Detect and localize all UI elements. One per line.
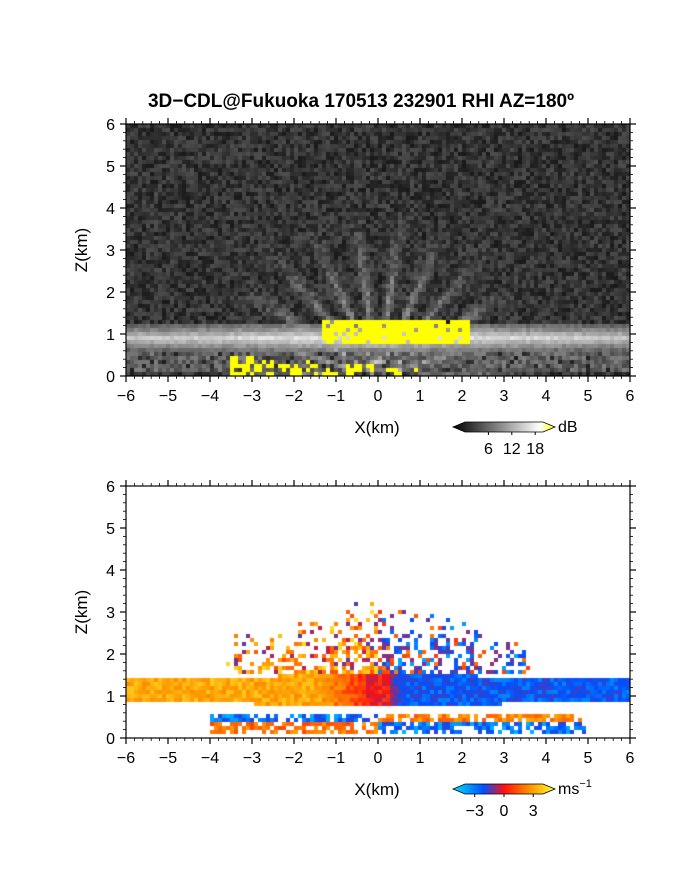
y-tick-label: 0 xyxy=(106,731,115,748)
y-tick-label: 0 xyxy=(106,369,115,386)
x-tick-label: −6 xyxy=(117,388,135,405)
snr-colorbar xyxy=(451,421,557,433)
x-tick-label: 5 xyxy=(584,388,593,405)
snr-heatmap xyxy=(126,124,630,376)
colorbar-tick-label: 12 xyxy=(503,441,521,458)
colorbar-tick-label: 0 xyxy=(500,803,509,820)
colorbar-body xyxy=(451,783,557,795)
y-tick-label: 6 xyxy=(106,117,115,134)
velocity-colorbar-ticks: −3 0 3 xyxy=(466,794,538,820)
velocity-colorbar-unit: ms−1 xyxy=(558,778,592,798)
colorbar-tick-label: −3 xyxy=(466,803,484,820)
x-tick-label: −6 xyxy=(117,750,135,767)
x-tick-label: −5 xyxy=(159,388,177,405)
y-tick-label: 1 xyxy=(106,327,115,344)
x-tick-label: 2 xyxy=(458,750,467,767)
x-tick-label: 2 xyxy=(458,388,467,405)
snr-axis-ticks: −6 −5 −4 −3 −2 −1 0 1 2 3 4 5 6 0 1 2 3 4 5 6 xyxy=(106,117,636,405)
snr-x-axis-label: X(km) xyxy=(354,418,399,437)
x-tick-label: −4 xyxy=(201,750,219,767)
y-tick-label: 4 xyxy=(106,201,115,218)
y-tick-label: 5 xyxy=(106,159,115,176)
colorbar-tick-label: 18 xyxy=(526,441,544,458)
x-tick-label: −5 xyxy=(159,750,177,767)
snr-colorbar-ticks: 6 12 18 xyxy=(484,432,544,458)
x-tick-label: 1 xyxy=(416,388,425,405)
y-tick-label: 5 xyxy=(106,521,115,538)
velocity-unit-base: ms xyxy=(558,781,579,798)
x-tick-label: 4 xyxy=(542,388,551,405)
x-tick-label: −1 xyxy=(327,750,345,767)
snr-y-axis-label: Z(km) xyxy=(72,228,91,272)
x-tick-label: 3 xyxy=(500,388,509,405)
x-tick-label: −4 xyxy=(201,388,219,405)
x-tick-label: 6 xyxy=(626,750,635,767)
x-tick-label: 0 xyxy=(374,750,383,767)
y-tick-label: 2 xyxy=(106,647,115,664)
x-tick-label: 5 xyxy=(584,750,593,767)
colorbar-body xyxy=(451,421,557,433)
y-tick-label: 4 xyxy=(106,563,115,580)
x-tick-label: −1 xyxy=(327,388,345,405)
x-tick-label: −3 xyxy=(243,750,261,767)
colorbar-tick-label: 6 xyxy=(484,441,493,458)
x-tick-label: 3 xyxy=(500,750,509,767)
x-tick-label: 6 xyxy=(626,388,635,405)
velocity-y-axis-label: Z(km) xyxy=(72,590,91,634)
y-tick-label: 6 xyxy=(106,479,115,496)
figure-title: 3D−CDL@Fukuoka 170513 232901 RHI AZ=180º xyxy=(148,91,574,112)
velocity-colorbar xyxy=(451,783,557,795)
x-tick-label: −2 xyxy=(285,388,303,405)
x-tick-label: 1 xyxy=(416,750,425,767)
x-tick-label: 4 xyxy=(542,750,551,767)
velocity-panel: −6 −5 −4 −3 −2 −1 0 1 2 3 4 5 6 0 1 2 3 4 5 6 X(km) Z(km) m… xyxy=(72,479,636,820)
y-tick-label: 3 xyxy=(106,243,115,260)
x-tick-label: 0 xyxy=(374,388,383,405)
snr-colorbar-unit: dB xyxy=(558,419,578,436)
velocity-heatmap xyxy=(126,486,630,738)
velocity-axis-ticks: −6 −5 −4 −3 −2 −1 0 1 2 3 4 5 6 0 1 2 3 4 5 6 xyxy=(106,479,636,767)
velocity-unit-exponent: −1 xyxy=(579,778,592,790)
y-tick-label: 2 xyxy=(106,285,115,302)
colorbar-tick-label: 3 xyxy=(529,803,538,820)
velocity-x-axis-label: X(km) xyxy=(354,780,399,799)
y-tick-label: 3 xyxy=(106,605,115,622)
x-tick-label: −3 xyxy=(243,388,261,405)
x-tick-label: −2 xyxy=(285,750,303,767)
y-tick-label: 1 xyxy=(106,689,115,706)
